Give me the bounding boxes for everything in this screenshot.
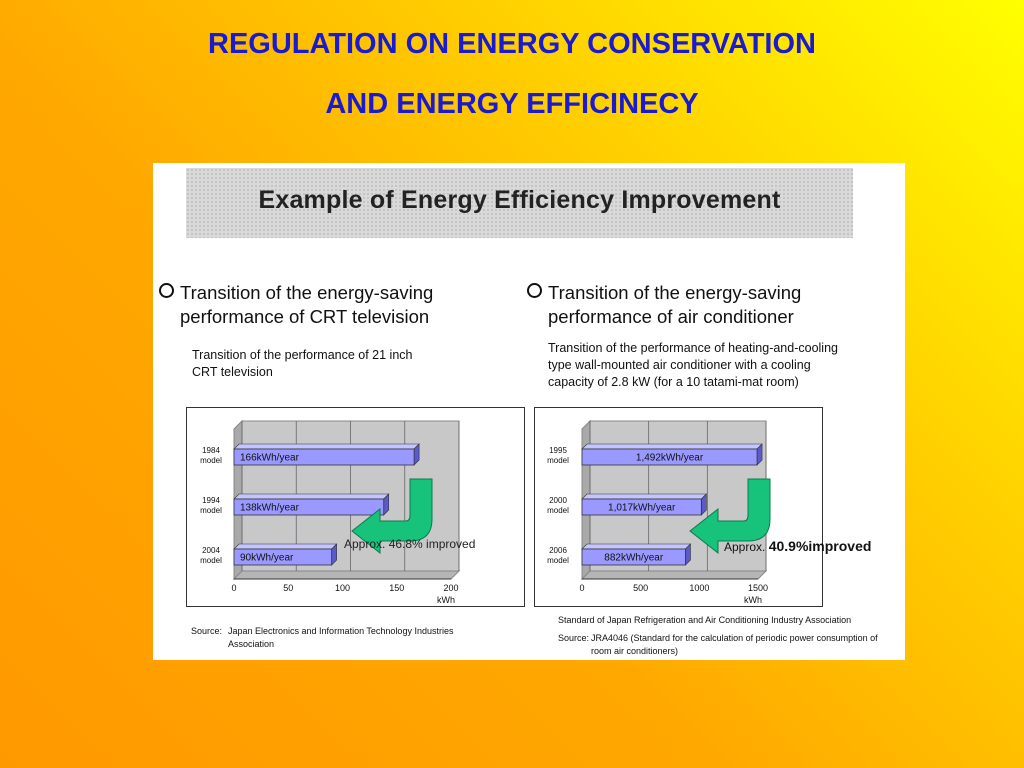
- ac-description-line-2: type wall-mounted air conditioner with a…: [548, 358, 811, 372]
- bar-data-label: 1,492kWh/year: [636, 453, 704, 464]
- category-label: 1995: [549, 446, 567, 455]
- circle-bullet-icon: [527, 283, 542, 298]
- ac-heading-line-2: performance of air conditioner: [548, 306, 794, 327]
- bar-data-label: 1,017kWh/year: [608, 503, 676, 514]
- category-label: model: [200, 556, 222, 565]
- category-label: model: [200, 456, 222, 465]
- slide-title-line-1: REGULATION ON ENERGY CONSERVATION: [208, 28, 816, 60]
- category-label: model: [200, 506, 222, 515]
- bar: [581, 498, 702, 516]
- annotation-value: 40.9%: [769, 538, 809, 554]
- ac-chart: 0 500 1000 1500kWh1,492kWh/year1995model1,0…: [534, 407, 871, 607]
- annotation-suffix: improved: [808, 538, 871, 554]
- category-label: model: [547, 556, 569, 565]
- bar-data-label: 90kWh/year: [240, 553, 294, 564]
- bar-top: [233, 543, 338, 550]
- tv-description-line-2: CRT television: [192, 365, 273, 379]
- chart-floor: [580, 570, 768, 580]
- bar-data-label: 882kWh/year: [604, 553, 664, 564]
- tv-chart: 0 50 100 150 200kWh166kWh/year1984model138kW…: [186, 407, 525, 607]
- bar: [233, 448, 415, 466]
- ac-description: Transition of the performance of heating…: [548, 340, 838, 391]
- category-label: 2004: [202, 546, 220, 555]
- x-tick-label: 200: [443, 583, 458, 593]
- bar-top: [581, 543, 692, 550]
- x-tick-label: 1000: [689, 583, 709, 593]
- improvement-arrow-icon: [689, 478, 771, 555]
- bar: [233, 498, 385, 516]
- bar-top: [581, 443, 763, 450]
- tv-heading-line-1: Transition of the energy-saving: [180, 282, 434, 303]
- category-label: 1994: [202, 496, 220, 505]
- tv-heading-line-2: performance of CRT television: [180, 306, 430, 327]
- ac-source: Source: JRA4046 (Standard for the calcula…: [558, 632, 878, 658]
- improvement-annotation: Approx. 46.8% improved: [344, 537, 475, 551]
- bar: [233, 548, 333, 566]
- category-label: model: [547, 456, 569, 465]
- tv-source-line-1: Japan Electronics and Information Techno…: [228, 626, 454, 636]
- banner: Example of Energy Efficiency Improvement: [186, 168, 853, 238]
- x-tick-label: 50: [283, 583, 293, 593]
- ac-description-line-3: capacity of 2.8 kW (for a 10 tatami-mat …: [548, 375, 799, 389]
- tv-source: Source: Japan Electronics and Information…: [191, 625, 453, 651]
- x-tick-label: 100: [335, 583, 350, 593]
- tv-heading: Transition of the energy-saving performa…: [159, 281, 433, 329]
- ac-source-line-2: room air conditioners): [591, 646, 679, 656]
- bar-data-label: 138kWh/year: [240, 503, 300, 514]
- ac-description-line-1: Transition of the performance of heating…: [548, 341, 838, 355]
- ac-source-line-1: JRA4046 (Standard for the calculation of…: [591, 633, 878, 643]
- slide-title-line-2: AND ENERGY EFFICINECY: [325, 88, 699, 120]
- category-label: 1984: [202, 446, 220, 455]
- circle-bullet-icon: [159, 283, 174, 298]
- x-tick-label: 0: [579, 583, 584, 593]
- banner-title: Example of Energy Efficiency Improvement: [258, 186, 781, 214]
- bar-data-label: 166kWh/year: [240, 453, 300, 464]
- bar: [581, 448, 758, 466]
- category-label: 2006: [549, 546, 567, 555]
- tv-source-label: Source:: [191, 626, 223, 636]
- chart-floor: [232, 570, 461, 580]
- tv-source-line-2: Association: [228, 639, 275, 649]
- content-panel: Example of Energy Efficiency Improvement…: [153, 163, 905, 660]
- x-axis-label: kWh: [744, 595, 762, 605]
- improvement-annotation: Approx. 40.9%improved: [724, 538, 871, 554]
- category-label: 2000: [549, 496, 567, 505]
- tv-description: Transition of the performance of 21 inch…: [192, 347, 413, 381]
- x-axis-label: kWh: [437, 595, 455, 605]
- bar-top: [233, 493, 390, 500]
- x-tick-label: 0: [231, 583, 236, 593]
- x-tick-label: 1500: [748, 583, 768, 593]
- tv-description-line-1: Transition of the performance of 21 inch: [192, 348, 413, 362]
- annotation-prefix: Approx.: [724, 540, 769, 554]
- x-tick-label: 500: [633, 583, 648, 593]
- bar: [581, 548, 686, 566]
- bar-top: [233, 443, 420, 450]
- category-label: model: [547, 506, 569, 515]
- ac-source-label: Source:: [558, 633, 590, 643]
- ac-standard-note: Standard of Japan Refrigeration and Air …: [558, 615, 852, 625]
- ac-heading: Transition of the energy-saving performa…: [527, 281, 801, 329]
- improvement-arrow-icon: [351, 478, 433, 555]
- ac-heading-line-1: Transition of the energy-saving: [548, 282, 802, 303]
- bar-top: [581, 493, 708, 500]
- x-tick-label: 150: [389, 583, 404, 593]
